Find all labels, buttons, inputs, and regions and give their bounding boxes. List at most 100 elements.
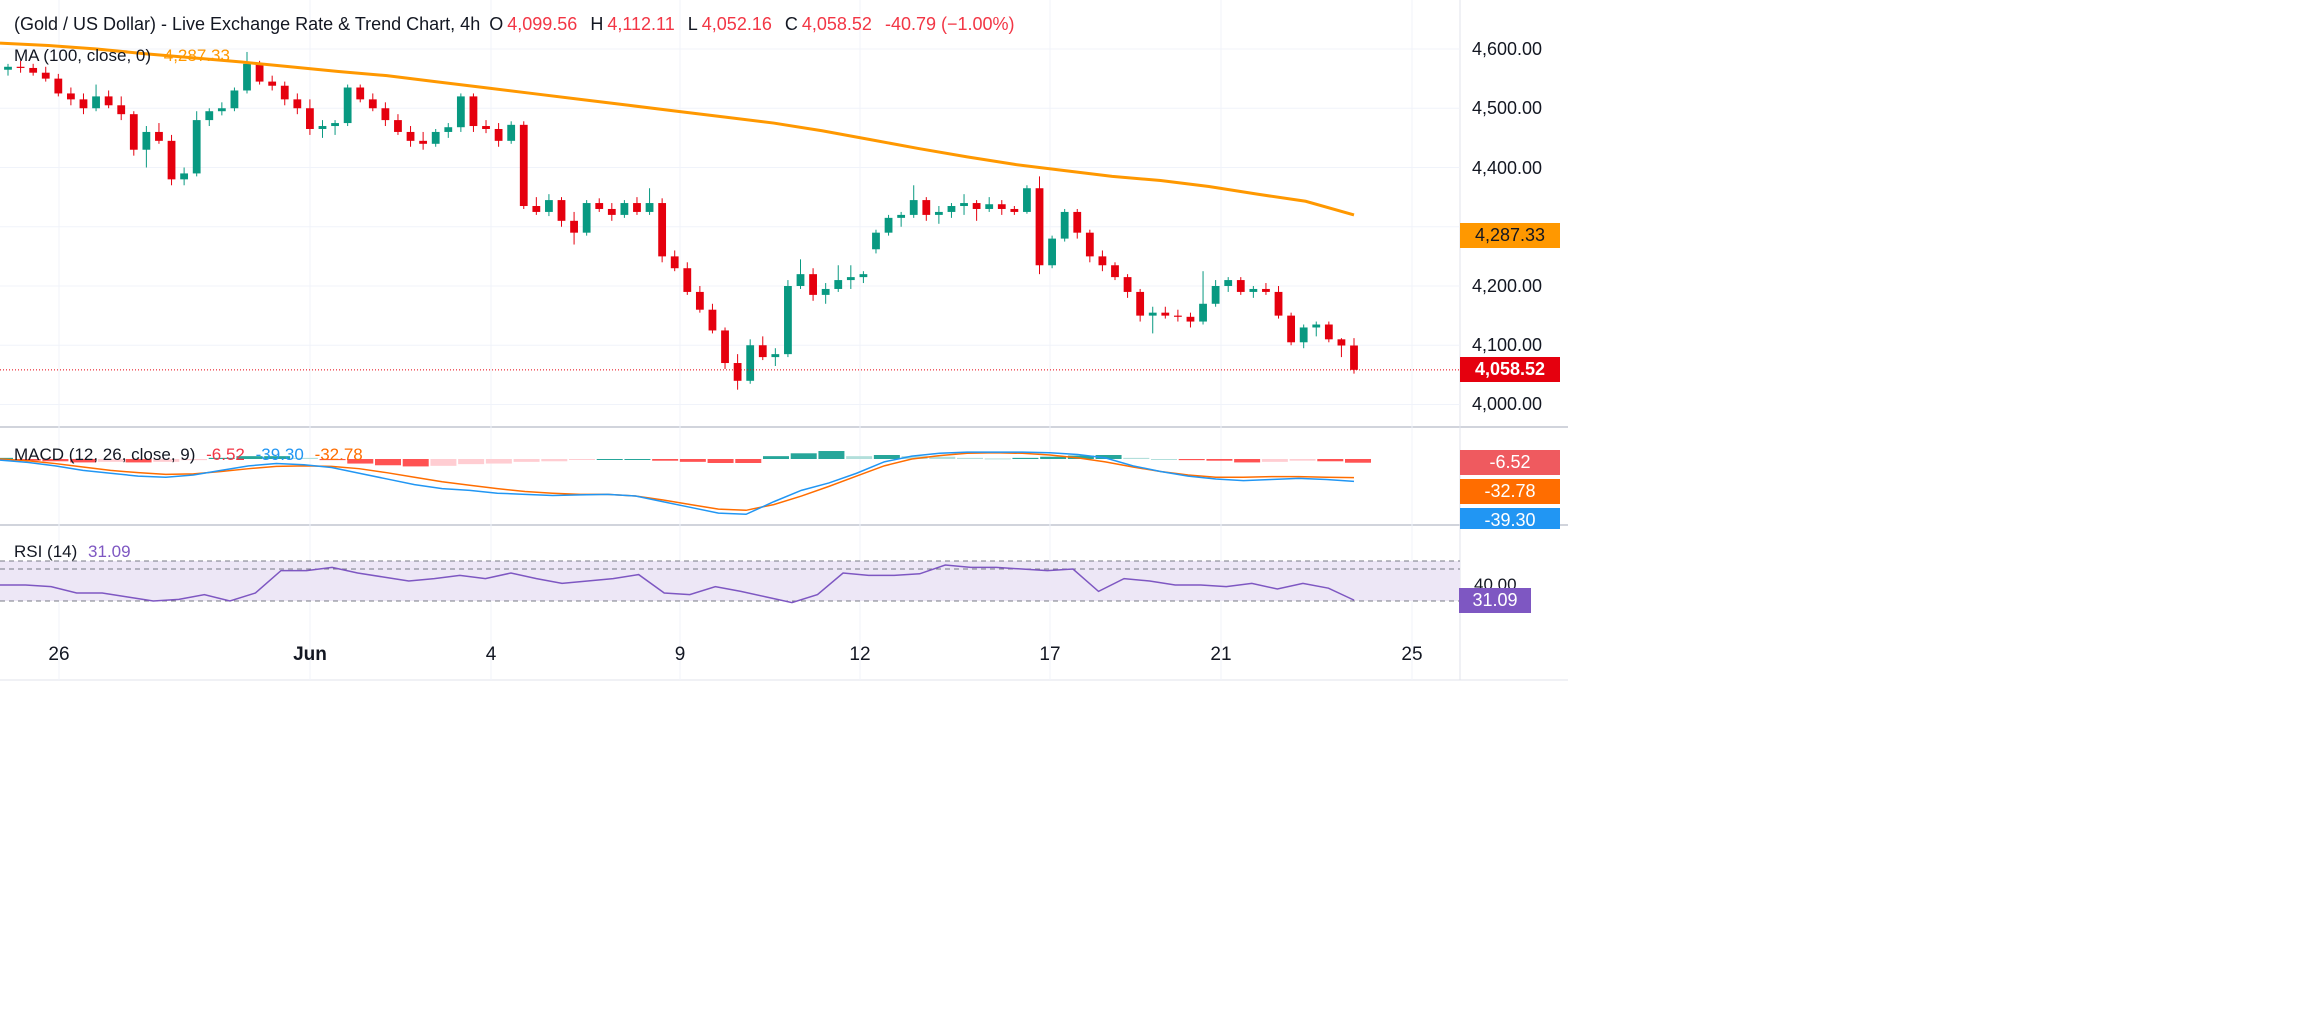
candle-body: [280, 85, 289, 100]
candle-body: [180, 173, 189, 180]
candle-body: [456, 96, 465, 128]
candle-body: [331, 123, 339, 127]
candle-body: [746, 345, 755, 381]
macd-legend-macd: -39.30: [255, 445, 304, 464]
candle-body: [721, 330, 729, 364]
x-tick-21: 21: [1210, 644, 1232, 665]
candle-body: [695, 291, 704, 310]
candle-body: [1324, 324, 1333, 340]
macd-histogram-bar: [430, 459, 457, 466]
macd-histogram-bar: [1289, 459, 1316, 461]
candle-body: [1136, 291, 1145, 316]
x-tick-17: 17: [1039, 644, 1061, 665]
candle-body: [633, 203, 641, 212]
macd-histogram-bar: [1317, 459, 1344, 462]
candle-body: [104, 96, 113, 106]
candle-body: [947, 206, 956, 212]
candle-body: [41, 72, 50, 79]
macd-histogram-bar: [42, 459, 69, 462]
candle-body: [570, 220, 578, 233]
candle-body: [306, 108, 314, 129]
macd-histogram-bar: [1178, 459, 1205, 461]
candle-body: [243, 63, 251, 91]
candle-body: [708, 309, 717, 331]
macd-histogram-bar: [1067, 455, 1094, 459]
candle-body: [1350, 345, 1358, 370]
high-value: H 4,112.11: [590, 14, 675, 34]
macd-histogram-bar: [569, 459, 595, 460]
candle-body: [771, 354, 780, 358]
y-tick-4000: 4,000.00: [1472, 394, 1543, 414]
candle-body: [419, 140, 428, 144]
candle-body: [960, 203, 968, 207]
candle-body: [1236, 280, 1245, 292]
macd-histogram-bar: [97, 459, 124, 462]
macd-histogram-bar: [957, 457, 983, 459]
candle-body: [1299, 327, 1308, 343]
rsi-level-label: 40.00: [1474, 575, 1517, 589]
candle-body: [607, 208, 616, 215]
candle-body: [859, 274, 868, 278]
candle-body: [92, 96, 100, 109]
candle-body: [557, 200, 566, 221]
candle-body: [79, 99, 88, 109]
open-value: O 4,099.56: [489, 14, 578, 34]
candle-body: [1199, 303, 1207, 322]
macd-histogram-bar: [402, 459, 429, 467]
candle-body: [545, 200, 553, 212]
candle-body: [1161, 312, 1170, 316]
macd-histogram-bar: [735, 459, 762, 463]
candle-body: [595, 203, 604, 209]
x-tick-25: 25: [1401, 644, 1423, 665]
candle-body: [205, 111, 214, 121]
candle-body: [494, 128, 503, 141]
candle-body: [821, 288, 830, 295]
macd-histogram-bar: [319, 459, 346, 461]
candle-body: [507, 124, 516, 141]
candle-body: [16, 66, 25, 68]
x-tick-12: 12: [849, 644, 871, 665]
candle-body: [129, 114, 138, 150]
candle-body: [217, 108, 226, 112]
macd-legend[interactable]: MACD (12, 26, close, 9) -6.52 -39.30 -32…: [14, 445, 363, 465]
x-tick-26: 26: [48, 644, 70, 665]
macd-histogram-bar: [14, 459, 41, 461]
chart-stage: (Gold / US Dollar) - Live Exchange Rate …: [0, 0, 1568, 702]
candle-body: [670, 256, 679, 269]
macd-histogram-bar: [901, 456, 928, 459]
candle-body: [532, 206, 541, 212]
candle-body: [884, 217, 893, 233]
candle-body: [192, 120, 201, 174]
candle-body: [54, 78, 63, 94]
macd-histogram-bar: [1123, 457, 1150, 459]
macd-histogram-bar: [485, 459, 512, 464]
candle-body: [758, 345, 767, 358]
macd-histogram-bar: [0, 457, 13, 459]
candle-body: [645, 203, 654, 212]
y-tick-4200: 4,200.00: [1472, 276, 1543, 296]
macd-histogram-bar: [1206, 459, 1233, 461]
candle-body: [406, 131, 415, 141]
symbol-title: (Gold / US Dollar) - Live Exchange Rate …: [14, 14, 481, 34]
macd-histogram-bar: [236, 456, 263, 459]
macd-histogram-bar: [1234, 459, 1261, 463]
ma-legend[interactable]: MA (100, close, 0) 4,287.33: [14, 46, 230, 66]
macd-line-badge: -39.30: [1460, 508, 1560, 529]
x-tick-jun: Jun: [293, 644, 327, 665]
rsi-legend[interactable]: RSI (14) 31.09: [14, 542, 131, 562]
candle-body: [268, 81, 277, 86]
candle-body: [582, 203, 591, 233]
macd-line: [0, 451, 1355, 516]
candle-body: [444, 127, 453, 132]
macd-histogram-bar: [1345, 459, 1371, 463]
macd-hist-badge: -6.52: [1460, 450, 1560, 475]
macd-histogram-bar: [264, 456, 291, 459]
macd-histogram-bar: [208, 457, 235, 459]
macd-histogram-bar: [125, 459, 152, 463]
candle-body: [343, 87, 352, 124]
macd-signal-line: [0, 451, 1355, 512]
rsi-band: [0, 561, 1460, 601]
candle-body: [230, 90, 239, 109]
candle-body: [66, 93, 75, 100]
candle-body: [167, 140, 176, 180]
